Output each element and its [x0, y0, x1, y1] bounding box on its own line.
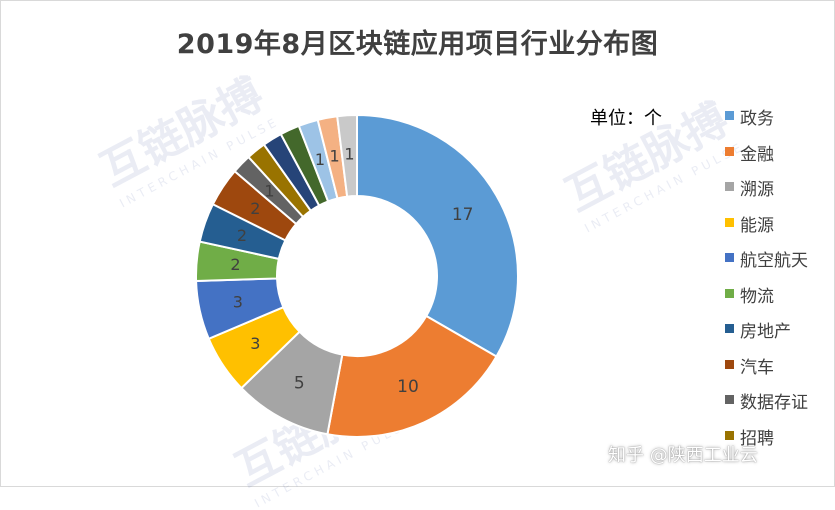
legend-swatch-1	[725, 111, 734, 120]
legend-swatch-4	[725, 217, 734, 227]
legend-swatch-6	[725, 288, 734, 298]
legend-item-6: 物流	[725, 282, 808, 318]
legend-item-2: 金融	[725, 140, 808, 176]
legend-label-6: 物流	[740, 286, 774, 307]
data-label-6: 2	[230, 255, 240, 274]
chart-title: 2019年8月区块链应用项目行业分布图	[176, 29, 659, 60]
donut-slices	[195, 113, 519, 438]
legend-swatch-3	[725, 182, 734, 191]
legend-swatch-9	[725, 395, 734, 404]
data-label-13: 1	[315, 150, 325, 169]
legend-swatch-8	[725, 359, 734, 369]
donut-slice-15	[336, 113, 358, 198]
legend-label-7: 房地产	[740, 322, 791, 342]
legend-item-1: 政务	[725, 104, 808, 140]
legend-item-4: 能源	[725, 211, 808, 247]
data-label-7: 2	[237, 226, 247, 245]
legend-label-8: 汽车	[740, 357, 774, 378]
legend-label-4: 能源	[740, 215, 774, 236]
legend-item-10: 招聘	[725, 424, 808, 460]
legend-item-7: 房地产	[725, 317, 808, 353]
legend-swatch-2	[725, 146, 734, 156]
credit-watermark: 知乎 @陕西工业云	[608, 445, 758, 466]
legend-swatch-7	[725, 324, 734, 333]
donut-slice-1	[356, 113, 519, 358]
data-label-2: 10	[397, 377, 419, 397]
donut-slice-2	[326, 314, 498, 438]
data-label-15: 1	[344, 145, 354, 164]
data-label-5: 3	[233, 293, 243, 312]
legend-item-8: 汽车	[725, 353, 808, 389]
unit-label: 单位：个	[590, 108, 662, 129]
legend-label-3: 溯源	[740, 180, 774, 200]
legend-label-5: 航空航天	[740, 251, 808, 271]
legend-label-1: 政务	[740, 109, 774, 129]
data-label-9: 1	[264, 182, 274, 201]
data-label-14: 1	[329, 147, 339, 166]
data-label-4: 3	[250, 334, 260, 353]
data-label-3: 5	[294, 373, 305, 393]
legend-item-3: 溯源	[725, 175, 808, 211]
legend-swatch-5	[725, 253, 734, 262]
legend-label-2: 金融	[740, 144, 774, 165]
legend-item-5: 航空航天	[725, 246, 808, 282]
data-label-8: 2	[250, 199, 260, 218]
chart-legend: 政务金融溯源能源航空航天物流房地产汽车数据存证招聘	[725, 104, 808, 459]
data-label-1: 17	[452, 205, 474, 225]
legend-item-9: 数据存证	[725, 388, 808, 424]
legend-label-9: 数据存证	[740, 393, 808, 413]
legend-label-10: 招聘	[740, 428, 774, 449]
legend-swatch-10	[725, 430, 734, 440]
